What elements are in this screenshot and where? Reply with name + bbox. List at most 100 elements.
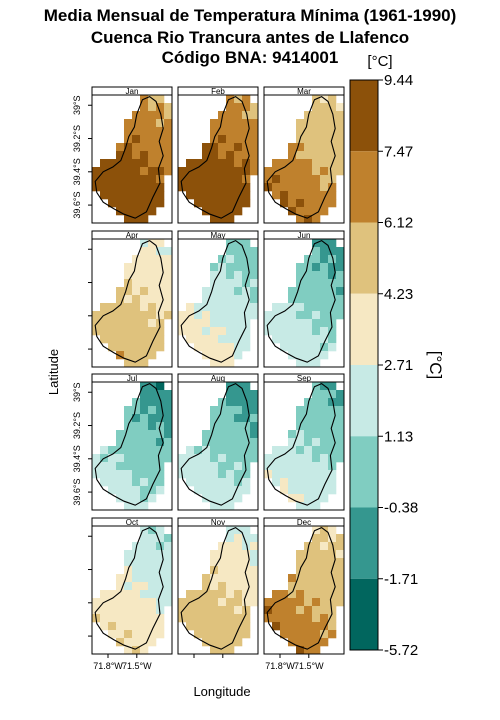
grid-cell bbox=[132, 151, 141, 160]
grid-cell bbox=[210, 638, 219, 647]
grid-cell bbox=[288, 462, 297, 471]
grid-cell bbox=[234, 327, 243, 336]
grid-cell bbox=[304, 279, 313, 288]
grid-cell bbox=[164, 151, 173, 160]
grid-cell bbox=[304, 446, 313, 455]
grid-cell bbox=[328, 478, 337, 487]
grid-cell bbox=[186, 462, 195, 471]
grid-cell bbox=[336, 430, 345, 439]
grid-cell bbox=[156, 239, 165, 248]
grid-cell bbox=[202, 614, 211, 623]
grid-cell bbox=[336, 127, 345, 136]
grid-cell bbox=[336, 574, 345, 583]
grid-cell bbox=[296, 295, 305, 304]
grid-cell bbox=[226, 590, 235, 599]
grid-cell bbox=[164, 422, 173, 431]
grid-cell bbox=[336, 119, 345, 128]
grid-cell bbox=[234, 311, 243, 320]
grid-cell bbox=[304, 590, 313, 599]
grid-cell bbox=[272, 478, 281, 487]
grid-cell bbox=[140, 303, 149, 312]
latitude-tick-label: 39.4°S bbox=[72, 158, 82, 185]
grid-cell bbox=[226, 287, 235, 296]
grid-cell bbox=[164, 279, 173, 288]
grid-cell bbox=[218, 311, 227, 320]
grid-cell bbox=[226, 111, 235, 120]
grid-cell bbox=[336, 550, 345, 559]
grid-cell bbox=[288, 311, 297, 320]
grid-cell bbox=[328, 534, 337, 543]
grid-cell bbox=[132, 279, 141, 288]
grid-cell bbox=[210, 446, 219, 455]
grid-cell bbox=[218, 438, 227, 447]
grid-cell bbox=[296, 127, 305, 136]
grid-cell bbox=[234, 279, 243, 288]
grid-cell bbox=[116, 175, 125, 184]
grid-cell bbox=[132, 183, 141, 192]
grid-cell bbox=[234, 622, 243, 631]
grid-cell bbox=[242, 430, 251, 439]
grid-cell bbox=[124, 638, 133, 647]
grid-cell bbox=[92, 319, 101, 328]
grid-cell bbox=[140, 151, 149, 160]
grid-cell bbox=[296, 199, 305, 208]
grid-cell bbox=[264, 462, 273, 471]
grid-cell bbox=[272, 590, 281, 599]
grid-cell bbox=[218, 558, 227, 567]
grid-cell bbox=[132, 119, 141, 128]
grid-cell bbox=[202, 303, 211, 312]
grid-cell bbox=[92, 175, 101, 184]
grid-cell bbox=[148, 566, 157, 575]
grid-cell bbox=[320, 430, 329, 439]
grid-cell bbox=[132, 438, 141, 447]
grid-cell bbox=[250, 534, 259, 543]
grid-cell bbox=[140, 534, 149, 543]
grid-cell bbox=[148, 127, 157, 136]
grid-cell bbox=[296, 406, 305, 415]
grid-cell bbox=[250, 127, 259, 136]
grid-cell bbox=[336, 279, 345, 288]
grid-cell bbox=[312, 319, 321, 328]
month-panel-oct: Oct bbox=[88, 517, 173, 658]
grid-cell bbox=[132, 606, 141, 615]
grid-cell bbox=[328, 438, 337, 447]
grid-cell bbox=[312, 502, 321, 511]
grid-cell bbox=[148, 327, 157, 336]
grid-cell bbox=[328, 462, 337, 471]
grid-cell bbox=[116, 486, 125, 495]
grid-cell bbox=[296, 454, 305, 463]
grid-cell bbox=[280, 191, 289, 200]
grid-cell bbox=[108, 598, 117, 607]
grid-cell bbox=[234, 590, 243, 599]
grid-cell bbox=[194, 630, 203, 639]
grid-cell bbox=[296, 191, 305, 200]
grid-cell bbox=[312, 159, 321, 168]
grid-cell bbox=[218, 446, 227, 455]
grid-cell bbox=[250, 295, 259, 304]
grid-cell bbox=[304, 558, 313, 567]
grid-cell bbox=[218, 335, 227, 344]
grid-cell bbox=[234, 470, 243, 479]
grid-cell bbox=[116, 335, 125, 344]
grid-cell bbox=[250, 279, 259, 288]
grid-cell bbox=[148, 470, 157, 479]
grid-cell bbox=[132, 622, 141, 631]
grid-cell bbox=[164, 103, 173, 112]
grid-cell bbox=[210, 127, 219, 136]
grid-cell bbox=[92, 606, 101, 615]
grid-cell bbox=[280, 175, 289, 184]
grid-cell bbox=[210, 454, 219, 463]
grid-cell bbox=[234, 111, 243, 120]
grid-cell bbox=[296, 167, 305, 176]
grid-cell bbox=[140, 111, 149, 120]
grid-cell bbox=[148, 247, 157, 256]
panel-month-label: Jan bbox=[126, 87, 139, 96]
grid-cell bbox=[148, 319, 157, 328]
grid-cell bbox=[242, 550, 251, 559]
grid-cell bbox=[116, 454, 125, 463]
grid-cell bbox=[320, 534, 329, 543]
grid-cell bbox=[226, 494, 235, 503]
grid-cell bbox=[312, 359, 321, 368]
grid-cell bbox=[164, 135, 173, 144]
colorbar-tick-label: 6.12 bbox=[384, 215, 413, 232]
